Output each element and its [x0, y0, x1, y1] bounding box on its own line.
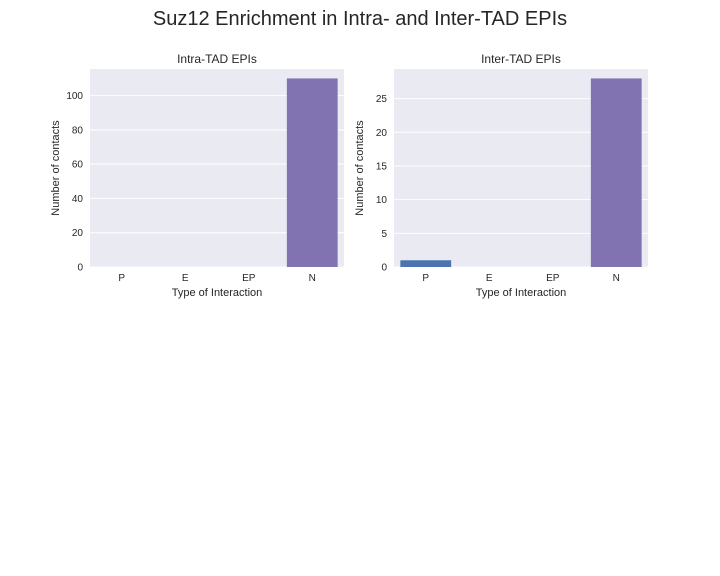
panel1-ytick-label: 20: [72, 228, 84, 239]
panel2-xlabel: Type of Interaction: [476, 287, 567, 299]
panel1-bar-n: [286, 78, 338, 267]
figure-title: Suz12 Enrichment in Intra- and Inter-TAD…: [152, 8, 568, 30]
panel2-bar-n: [590, 78, 642, 267]
panel2-ytick-label: 20: [376, 128, 388, 139]
panel1-ytick-label: 80: [72, 125, 84, 136]
panel2-xtick-label: E: [486, 273, 493, 284]
panel2-ytick-label: 15: [376, 161, 388, 172]
panel2-title: Inter-TAD EPIs: [481, 52, 561, 66]
panel2-ytick-label: 0: [381, 263, 387, 274]
panel2-xtick-label: N: [613, 273, 620, 284]
panel1-xtick-label: EP: [242, 273, 256, 284]
panel2-xtick-label: EP: [546, 273, 560, 284]
panel2-ytick-label: 25: [376, 94, 388, 105]
panel2-ylabel: Number of contacts: [354, 120, 366, 216]
panel2-ytick-label: 5: [381, 229, 387, 240]
panel1-xtick-label: E: [182, 273, 189, 284]
panel1-ytick-label: 100: [66, 91, 83, 102]
panel2-bar-p: [400, 260, 452, 267]
panel1-ytick-label: 0: [77, 263, 83, 274]
panel1-xtick-label: P: [118, 273, 125, 284]
panel2-xtick-label: P: [422, 273, 429, 284]
panel1-ytick-label: 60: [72, 160, 84, 171]
panel1-xtick-label: N: [309, 273, 316, 284]
panel2-ytick-label: 10: [376, 195, 388, 206]
panel1-ytick-label: 40: [72, 194, 84, 205]
panel1-title: Intra-TAD EPIs: [177, 52, 257, 66]
panel1-xlabel: Type of Interaction: [172, 287, 263, 299]
panel1-ylabel: Number of contacts: [50, 120, 62, 216]
